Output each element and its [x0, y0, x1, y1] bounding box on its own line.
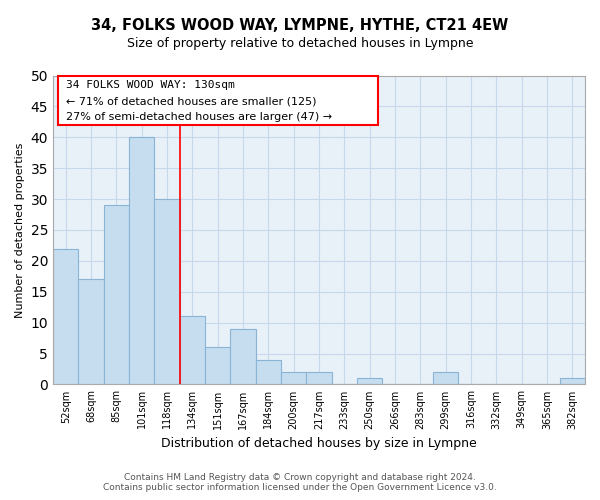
- Bar: [79, 280, 104, 384]
- Bar: [53, 248, 79, 384]
- Bar: [281, 372, 307, 384]
- X-axis label: Distribution of detached houses by size in Lympne: Distribution of detached houses by size …: [161, 437, 477, 450]
- Bar: [307, 372, 332, 384]
- Text: 34, FOLKS WOOD WAY, LYMPNE, HYTHE, CT21 4EW: 34, FOLKS WOOD WAY, LYMPNE, HYTHE, CT21 …: [91, 18, 509, 32]
- Bar: [560, 378, 585, 384]
- Bar: [104, 206, 129, 384]
- Bar: [256, 360, 281, 384]
- Text: 34 FOLKS WOOD WAY: 130sqm: 34 FOLKS WOOD WAY: 130sqm: [67, 80, 235, 90]
- Bar: [230, 329, 256, 384]
- Bar: [129, 138, 154, 384]
- Text: ← 71% of detached houses are smaller (125): ← 71% of detached houses are smaller (12…: [67, 96, 317, 106]
- Bar: [179, 316, 205, 384]
- Text: 27% of semi-detached houses are larger (47) →: 27% of semi-detached houses are larger (…: [67, 112, 332, 122]
- Bar: [154, 199, 179, 384]
- Bar: [357, 378, 382, 384]
- Bar: [433, 372, 458, 384]
- Bar: [205, 348, 230, 385]
- FancyBboxPatch shape: [58, 76, 377, 125]
- Text: Size of property relative to detached houses in Lympne: Size of property relative to detached ho…: [127, 38, 473, 51]
- Text: Contains HM Land Registry data © Crown copyright and database right 2024.
Contai: Contains HM Land Registry data © Crown c…: [103, 473, 497, 492]
- Y-axis label: Number of detached properties: Number of detached properties: [15, 142, 25, 318]
